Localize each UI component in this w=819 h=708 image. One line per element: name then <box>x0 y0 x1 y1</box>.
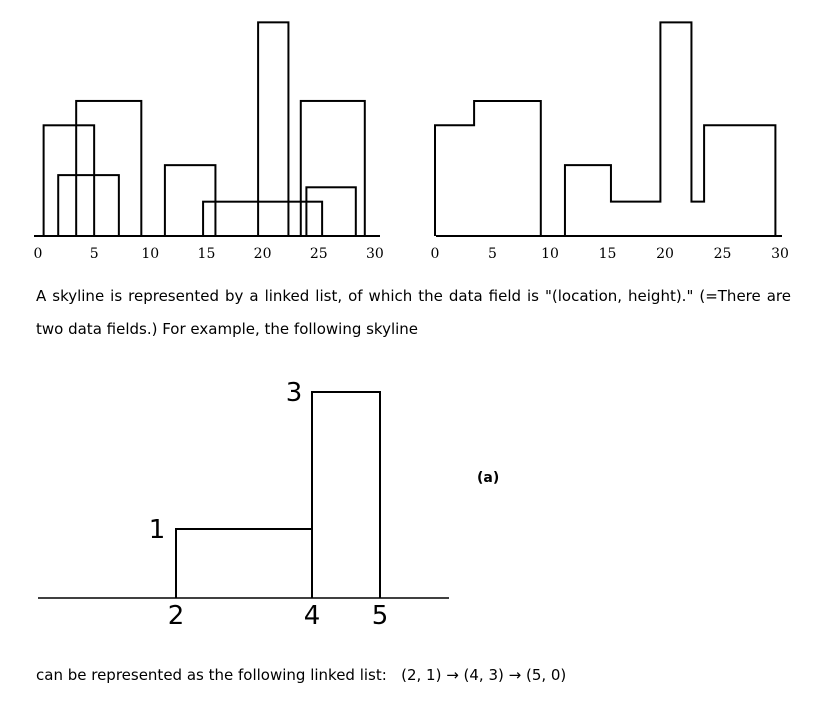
example-height-label: 3 <box>286 378 303 408</box>
example-height-label: 1 <box>149 515 166 545</box>
left-building <box>75 99 143 237</box>
figure-label: (a) <box>477 470 500 486</box>
left-building <box>202 200 324 237</box>
description-paragraph: A skyline is represented by a linked lis… <box>36 287 791 338</box>
left-x-tick: 0 <box>34 246 43 262</box>
example-x-tick: 5 <box>372 601 389 631</box>
right-x-ticks: 0 5 10 15 20 25 30 <box>431 246 789 262</box>
left-building <box>163 164 217 237</box>
right-x-tick: 10 <box>541 246 559 262</box>
left-buildings <box>42 21 366 238</box>
left-x-ticks: 0 5 10 15 20 25 30 <box>34 246 384 262</box>
left-x-tick: 10 <box>141 246 159 262</box>
example-skyline-chart: 2 4 5 1 3 <box>38 378 449 631</box>
left-skyline-chart: 0 5 10 15 20 25 30 <box>34 21 384 262</box>
left-building <box>42 124 96 237</box>
left-x-tick: 5 <box>90 246 99 262</box>
left-x-tick: 30 <box>366 246 384 262</box>
right-x-tick: 30 <box>771 246 789 262</box>
right-x-tick: 20 <box>656 246 674 262</box>
right-skyline-chart: 0 5 10 15 20 25 30 <box>431 21 789 262</box>
left-building <box>257 21 290 237</box>
left-building <box>305 186 357 238</box>
right-x-tick: 0 <box>431 246 440 262</box>
right-x-tick: 5 <box>488 246 497 262</box>
example-skyline-outline <box>175 391 381 598</box>
right-x-tick: 25 <box>714 246 732 262</box>
right-x-tick: 15 <box>599 246 617 262</box>
example-x-tick: 2 <box>168 601 185 631</box>
left-x-tick: 15 <box>198 246 216 262</box>
left-building <box>57 174 120 238</box>
right-skyline-outline <box>434 21 777 237</box>
left-x-tick: 20 <box>254 246 272 262</box>
linked-list-line: can be represented as the following link… <box>36 666 567 684</box>
left-x-tick: 25 <box>310 246 328 262</box>
example-x-tick: 4 <box>304 601 321 631</box>
